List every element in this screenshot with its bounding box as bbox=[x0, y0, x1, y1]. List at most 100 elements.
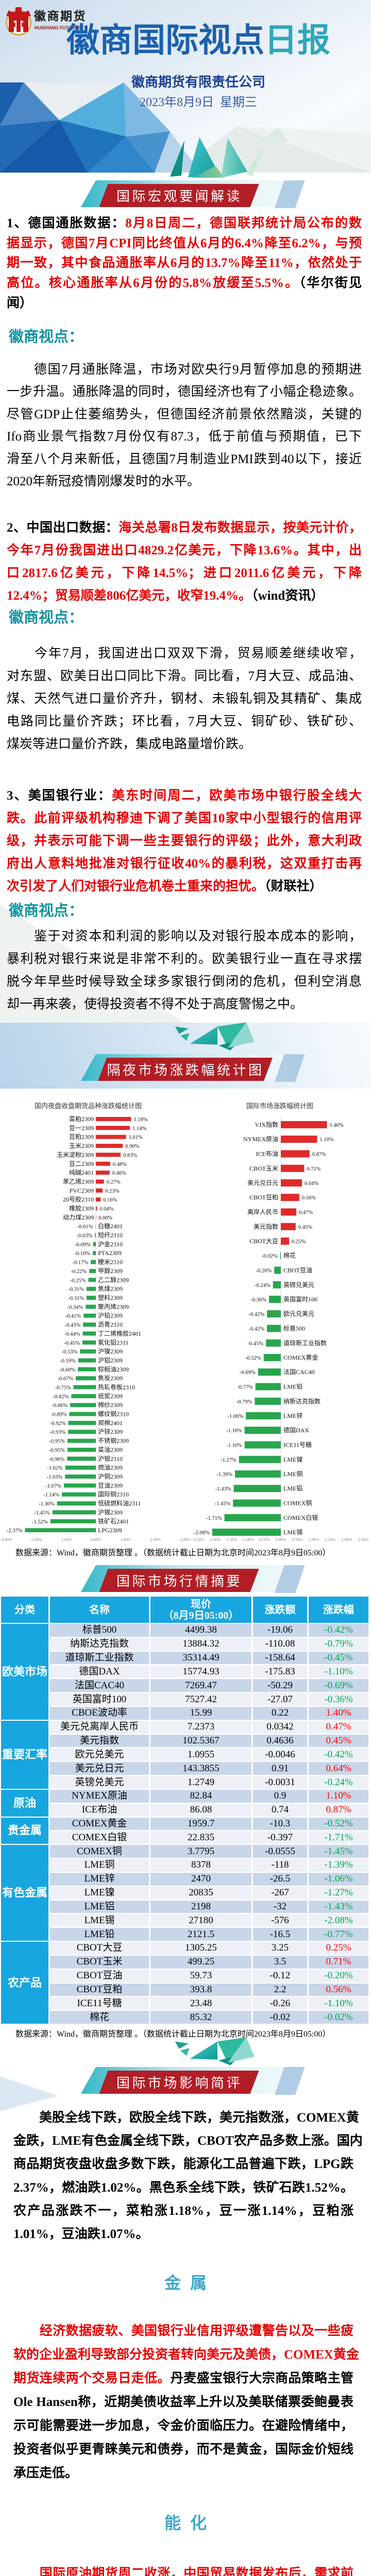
svg-text:-0.34%: -0.34% bbox=[68, 1304, 83, 1310]
svg-text:-1.45%: -1.45% bbox=[215, 1501, 231, 1507]
svg-text:3.00%: 3.00% bbox=[180, 1537, 191, 1542]
svg-text:沪铜2309: 沪铜2309 bbox=[98, 1472, 123, 1480]
svg-text:-0.52%: -0.52% bbox=[245, 1355, 261, 1361]
svg-text:-0.59%: -0.59% bbox=[60, 1359, 76, 1364]
svg-text:纳斯达克指数: 纳斯达克指数 bbox=[283, 1397, 321, 1405]
svg-text:-2.50%: -2.50% bbox=[192, 1537, 205, 1542]
svg-text:-1.00%: -1.00% bbox=[242, 1537, 254, 1542]
svg-text:动力煤2309: 动力煤2309 bbox=[63, 1214, 94, 1221]
svg-text:1.18%: 1.18% bbox=[133, 1117, 147, 1123]
svg-text:PVC2309: PVC2309 bbox=[70, 1187, 94, 1194]
svg-text:苯乙烯2309: 苯乙烯2309 bbox=[63, 1178, 94, 1185]
svg-text:0.50%: 0.50% bbox=[292, 1537, 303, 1542]
svg-text:20号胶2310: 20号胶2310 bbox=[63, 1195, 94, 1203]
svg-text:NYMEX原油: NYMEX原油 bbox=[243, 1136, 278, 1143]
svg-text:COMEX黄金: COMEX黄金 bbox=[283, 1353, 318, 1361]
svg-text:2.00%: 2.00% bbox=[150, 1537, 161, 1542]
svg-text:0.64%: 0.64% bbox=[305, 1181, 318, 1187]
svg-text:丁二烯橡胶2401: 丁二烯橡胶2401 bbox=[98, 1329, 141, 1337]
svg-text:-0.31%: -0.31% bbox=[68, 1287, 84, 1293]
svg-text:-0.44%: -0.44% bbox=[64, 1331, 80, 1337]
svg-text:-0.95%: -0.95% bbox=[49, 1439, 65, 1445]
svg-text:-0.50%: -0.50% bbox=[258, 1537, 271, 1542]
svg-text:棉纱2309: 棉纱2309 bbox=[98, 1401, 123, 1409]
svg-text:纸浆2309: 纸浆2309 bbox=[98, 1392, 123, 1400]
svg-text:橡胶2309: 橡胶2309 bbox=[69, 1205, 94, 1212]
svg-text:沥青2310: 沥青2310 bbox=[98, 1321, 123, 1328]
svg-text:-0.67%: -0.67% bbox=[57, 1376, 73, 1382]
svg-text:沪银2310: 沪银2310 bbox=[98, 1455, 123, 1462]
svg-text:LME锡: LME锡 bbox=[283, 1528, 302, 1536]
svg-text:-1.07%: -1.07% bbox=[45, 1483, 61, 1489]
svg-text:-0.43%: -0.43% bbox=[64, 1323, 80, 1328]
svg-text:CBOT玉米: CBOT玉米 bbox=[249, 1165, 278, 1172]
svg-text:-1.00%: -1.00% bbox=[60, 1537, 72, 1542]
svg-text:燃油2309: 燃油2309 bbox=[98, 1464, 123, 1471]
svg-text:玉米2309: 玉米2309 bbox=[69, 1142, 94, 1149]
svg-text:白糖2401: 白糖2401 bbox=[98, 1222, 123, 1230]
svg-text:沪铝2309: 沪铝2309 bbox=[98, 1357, 123, 1364]
svg-text:0.56%: 0.56% bbox=[302, 1195, 316, 1201]
svg-text:国内夜盘收盘期货品种涨跌幅统计图: 国内夜盘收盘期货品种涨跌幅统计图 bbox=[35, 1102, 142, 1110]
svg-text:国际市场影响简评: 国际市场影响简评 bbox=[116, 2076, 242, 2091]
svg-text:标普500: 标普500 bbox=[283, 1325, 305, 1332]
svg-text:0.00%: 0.00% bbox=[276, 1537, 286, 1542]
svg-text:-0.82%: -0.82% bbox=[53, 1394, 69, 1400]
svg-text:乙二醇2309: 乙二醇2309 bbox=[98, 1276, 129, 1283]
svg-text:-0.42%: -0.42% bbox=[248, 1312, 264, 1317]
svg-text:ICE布油: ICE布油 bbox=[256, 1150, 278, 1158]
svg-text:棉花: 棉花 bbox=[283, 1251, 296, 1259]
svg-text:-0.10%: -0.10% bbox=[75, 1251, 91, 1257]
svg-text:焦炭2309: 焦炭2309 bbox=[98, 1375, 123, 1382]
svg-text:COMEX铜: COMEX铜 bbox=[283, 1499, 312, 1507]
svg-text:-1.43%: -1.43% bbox=[215, 1486, 231, 1492]
svg-text:-2.08%: -2.08% bbox=[194, 1530, 210, 1536]
svg-text:VIX指数: VIX指数 bbox=[255, 1121, 278, 1128]
svg-text:-0.69%: -0.69% bbox=[240, 1370, 256, 1376]
svg-text:沪锡2309: 沪锡2309 bbox=[98, 1508, 123, 1516]
svg-text:LME铝: LME铝 bbox=[283, 1484, 302, 1492]
svg-text:热轧卷板2310: 热轧卷板2310 bbox=[98, 1383, 135, 1391]
svg-text:-2.00%: -2.00% bbox=[209, 1537, 221, 1542]
svg-text:ICE11号糖: ICE11号糖 bbox=[283, 1441, 312, 1449]
svg-text:棕榈油2309: 棕榈油2309 bbox=[98, 1365, 129, 1373]
svg-text:-1.52%: -1.52% bbox=[32, 1519, 48, 1525]
svg-text:LPG2309: LPG2309 bbox=[98, 1527, 122, 1534]
svg-text:-1.03%: -1.03% bbox=[47, 1475, 63, 1480]
svg-text:-1.71%: -1.71% bbox=[206, 1516, 222, 1521]
svg-text:-1.39%: -1.39% bbox=[216, 1472, 232, 1478]
svg-text:-1.06%: -1.06% bbox=[228, 1414, 244, 1419]
svg-text:2.50%: 2.50% bbox=[358, 1537, 369, 1542]
svg-text:豆二2309: 豆二2309 bbox=[69, 1160, 94, 1167]
svg-text:LME铅: LME铅 bbox=[283, 1383, 302, 1391]
svg-text:HUISHANG FUTURES: HUISHANG FUTURES bbox=[35, 25, 81, 30]
svg-text:不锈钢2309: 不锈钢2309 bbox=[98, 1437, 129, 1445]
svg-text:-0.24%: -0.24% bbox=[255, 1283, 271, 1289]
svg-text:0.71%: 0.71% bbox=[307, 1166, 321, 1172]
svg-text:豆一2309: 豆一2309 bbox=[69, 1124, 94, 1131]
svg-text:国际市场涨跌幅统计图: 国际市场涨跌幅统计图 bbox=[246, 1102, 313, 1110]
svg-text:-2.37%: -2.37% bbox=[7, 1528, 23, 1534]
svg-text:铁矿石2401: 铁矿石2401 bbox=[98, 1518, 129, 1525]
svg-text:-3.00%: -3.00% bbox=[0, 1537, 12, 1542]
svg-text:英国富时100: 英国富时100 bbox=[283, 1295, 317, 1303]
svg-text:2.00%: 2.00% bbox=[342, 1537, 352, 1542]
svg-text:0.00%: 0.00% bbox=[91, 1537, 102, 1542]
svg-text:-0.75%: -0.75% bbox=[55, 1385, 71, 1391]
svg-text:-1.50%: -1.50% bbox=[225, 1537, 238, 1542]
svg-text:0.87%: 0.87% bbox=[312, 1152, 326, 1158]
svg-text:1.01%: 1.01% bbox=[129, 1135, 143, 1141]
svg-text:国际市场行情摘要: 国际市场行情摘要 bbox=[116, 1574, 242, 1589]
svg-text:-0.31%: -0.31% bbox=[68, 1296, 84, 1301]
svg-text:1.40%: 1.40% bbox=[330, 1123, 344, 1128]
svg-text:1.50%: 1.50% bbox=[325, 1537, 336, 1542]
svg-text:1.00%: 1.00% bbox=[121, 1537, 131, 1542]
svg-text:-0.93%: -0.93% bbox=[49, 1430, 65, 1435]
svg-text:欧元兑美元: 欧元兑美元 bbox=[283, 1310, 314, 1317]
svg-text:-0.79%: -0.79% bbox=[237, 1399, 252, 1405]
svg-text:-1.27%: -1.27% bbox=[221, 1458, 237, 1463]
svg-text:-1.30%: -1.30% bbox=[39, 1501, 55, 1507]
svg-text:豆油2309: 豆油2309 bbox=[98, 1482, 123, 1489]
svg-text:道琼斯工业指数: 道琼斯工业指数 bbox=[283, 1339, 327, 1347]
svg-text:沪镍2309: 沪镍2309 bbox=[98, 1348, 123, 1355]
